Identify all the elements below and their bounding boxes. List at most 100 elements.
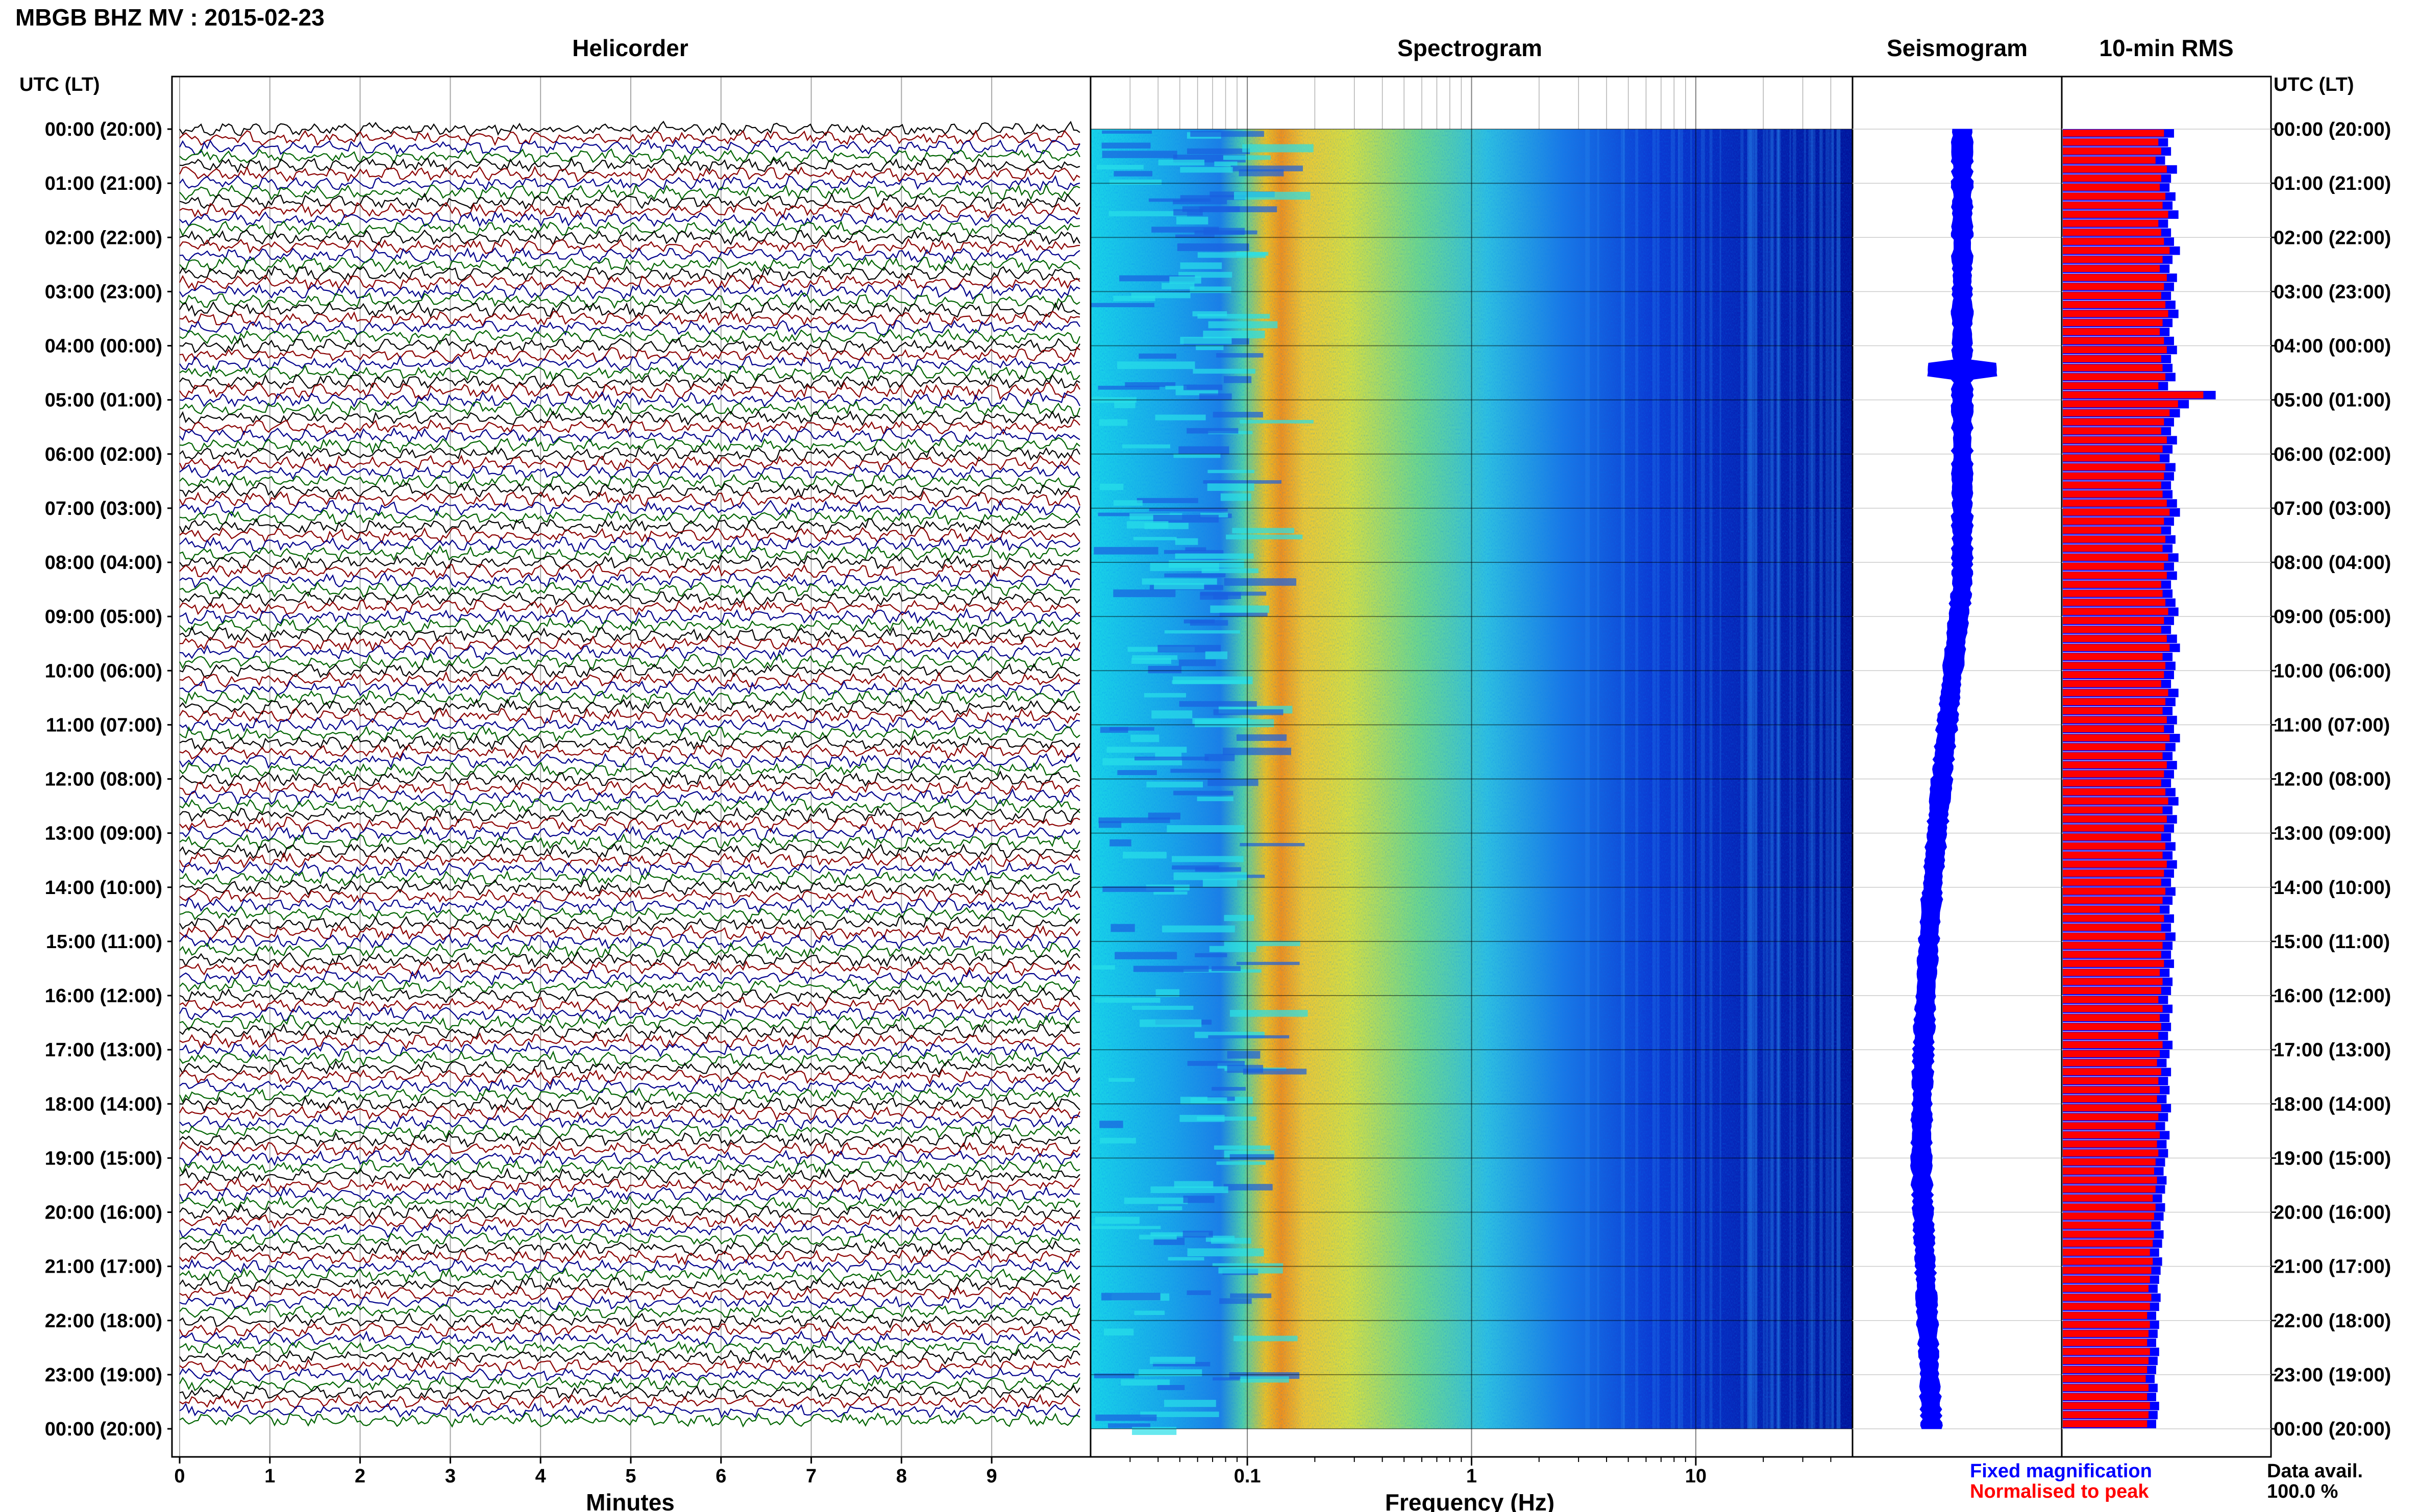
time-label-left: 07:00 (03:00) (45, 498, 162, 519)
spectrogram-line (1623, 129, 1625, 1429)
time-label-right: 15:00 (11:00) (2274, 931, 2390, 953)
spectrogram-streak (1177, 243, 1249, 251)
spectrogram-streak (1208, 1035, 1290, 1038)
time-label-right: 03:00 (23:00) (2274, 281, 2391, 303)
helicorder-panel: 0 1 2 3 4 5 6 7 8 9 (171, 76, 1092, 1487)
rms-bar-normalised (2063, 887, 2166, 895)
spectrogram-streak (1208, 321, 1278, 329)
spectrogram-streak (1197, 252, 1266, 258)
helicorder-trace (179, 590, 1080, 607)
rms-bar-normalised (2063, 1357, 2149, 1365)
helicorder-trace (179, 860, 1080, 878)
helicorder-trace (179, 310, 1080, 327)
spectrogram-line (1836, 129, 1841, 1429)
spectrogram-streak (1205, 651, 1228, 659)
rms-bar-normalised (2063, 165, 2167, 173)
spectrogram-streak (1162, 925, 1235, 933)
spectrogram-streak (1155, 989, 1180, 997)
seismogram-panel (1852, 76, 2063, 1458)
rms-bar-normalised (2063, 941, 2163, 949)
helicorder-trace (179, 626, 1080, 643)
spectrogram-streak (1153, 1237, 1185, 1245)
spectrogram-line (1820, 129, 1823, 1429)
spectrogram-streak (1102, 151, 1177, 158)
helicorder-trace (179, 616, 1080, 634)
time-label-right: 02:00 (22:00) (2274, 227, 2391, 249)
rms-bar-normalised (2063, 445, 2163, 453)
spectrogram-line (1776, 129, 1780, 1429)
spectrogram-streak (1183, 1196, 1215, 1203)
rms-bar-normalised (2063, 508, 2170, 516)
spectrogram-streak (1172, 865, 1219, 870)
spectrogram-streak (1095, 1217, 1140, 1224)
spectrogram-streak (1091, 397, 1137, 403)
helicorder-trace (179, 301, 1080, 318)
time-label-left: 18:00 (14:00) (45, 1094, 162, 1115)
helicorder-trace (179, 888, 1080, 905)
rms-bar-normalised (2063, 1257, 2153, 1265)
spectrogram-streak (1187, 148, 1250, 155)
rms-bar-normalised (2063, 1185, 2156, 1193)
spectrogram-line (1765, 129, 1769, 1429)
spectrogram-line (1763, 129, 1765, 1429)
helicorder-trace (179, 1059, 1080, 1076)
helicorder-trace (179, 454, 1080, 472)
rms-bar-normalised (2063, 1240, 2153, 1247)
spectrogram-streak (1124, 1197, 1188, 1204)
helicorder-trace (179, 201, 1081, 219)
x-tick-label: 9 (986, 1466, 997, 1487)
rms-bar-normalised (2063, 382, 2159, 389)
rms-bar-normalised (2063, 219, 2159, 227)
spectrogram-streak (1098, 821, 1122, 828)
rms-bar-normalised (2063, 130, 2164, 137)
rms-bar-normalised (2063, 1393, 2148, 1400)
spectrogram-streak (1133, 537, 1177, 540)
helicorder-trace (179, 725, 1080, 742)
helicorder-trace (179, 1095, 1080, 1113)
spectrogram-streak (1187, 1248, 1264, 1256)
rms-bar-normalised (2063, 689, 2168, 697)
helicorder-trace (179, 1312, 1080, 1329)
helicorder-trace (179, 1222, 1080, 1238)
spectrogram-streak (1212, 1087, 1246, 1091)
spectrogram-streak (1197, 796, 1233, 802)
spectrogram-streak (1190, 131, 1264, 137)
helicorder-trace (179, 978, 1080, 995)
rms-bar-normalised (2063, 373, 2166, 381)
spectrogram-streak (1154, 583, 1204, 589)
rms-bar-normalised (2063, 924, 2161, 931)
helicorder-trace (179, 1321, 1080, 1337)
spectrogram-line (1832, 129, 1834, 1429)
spectrogram-streak (1125, 382, 1176, 387)
rms-bar-normalised (2063, 328, 2160, 335)
helicorder-trace (179, 183, 1080, 201)
time-label-right: 06:00 (02:00) (2274, 444, 2391, 465)
rms-bar-normalised (2063, 626, 2161, 633)
legend-normalised-to-peak: Normalised to peak (1970, 1481, 2149, 1502)
rms-bar-normalised (2063, 1348, 2150, 1355)
spectrogram-panel: 0.1 1 10 (1090, 76, 1854, 1487)
helicorder-trace (179, 1348, 1080, 1365)
spectrogram-streak (1167, 825, 1245, 833)
rms-bar-normalised (2063, 319, 2163, 327)
rms-bar-normalised (2063, 734, 2170, 741)
rms-bar-normalised (2063, 256, 2163, 263)
spectrogram-streak (1173, 872, 1247, 880)
spectrogram-streak (1132, 1005, 1194, 1010)
time-label-left: 21:00 (17:00) (45, 1256, 162, 1278)
spectrogram-streak (1207, 483, 1254, 491)
helicorder-trace (179, 815, 1080, 833)
spectrogram-streak (1134, 1310, 1165, 1315)
rms-bar-normalised (2063, 933, 2166, 940)
spectrogram-streak (1182, 206, 1240, 212)
helicorder-trace (179, 743, 1080, 760)
spectrogram-streak (1115, 952, 1177, 959)
helicorder-trace (179, 527, 1080, 544)
spectrogram-streak (1168, 1257, 1204, 1261)
helicorder-trace (179, 933, 1080, 950)
time-label-right: 22:00 (18:00) (2274, 1310, 2391, 1332)
spectrogram-streak (1173, 454, 1221, 458)
helicorder-trace (179, 473, 1080, 489)
spectrogram-streak (1098, 385, 1159, 390)
rms-bar-normalised (2063, 1267, 2152, 1274)
